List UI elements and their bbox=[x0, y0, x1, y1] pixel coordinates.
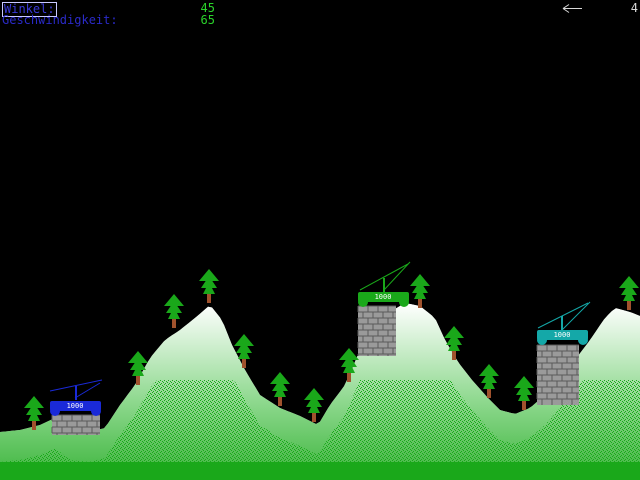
tower-right bbox=[537, 345, 579, 405]
cannon-green[interactable]: 1000 bbox=[358, 262, 410, 307]
tree bbox=[199, 269, 219, 303]
tree bbox=[164, 294, 184, 328]
tree bbox=[304, 388, 324, 422]
tower-middle bbox=[358, 306, 396, 356]
tree bbox=[410, 274, 430, 308]
player-green-health: 1000 bbox=[375, 293, 392, 301]
tower-left bbox=[52, 415, 100, 435]
cannon-blue[interactable]: 1000 bbox=[50, 380, 102, 416]
tree bbox=[270, 372, 290, 406]
tree bbox=[619, 276, 639, 310]
player-blue-health: 1000 bbox=[67, 402, 84, 410]
cannon-cyan[interactable]: 1000 bbox=[537, 302, 590, 345]
tree bbox=[514, 376, 534, 410]
player-cyan-health: 1000 bbox=[554, 331, 571, 339]
